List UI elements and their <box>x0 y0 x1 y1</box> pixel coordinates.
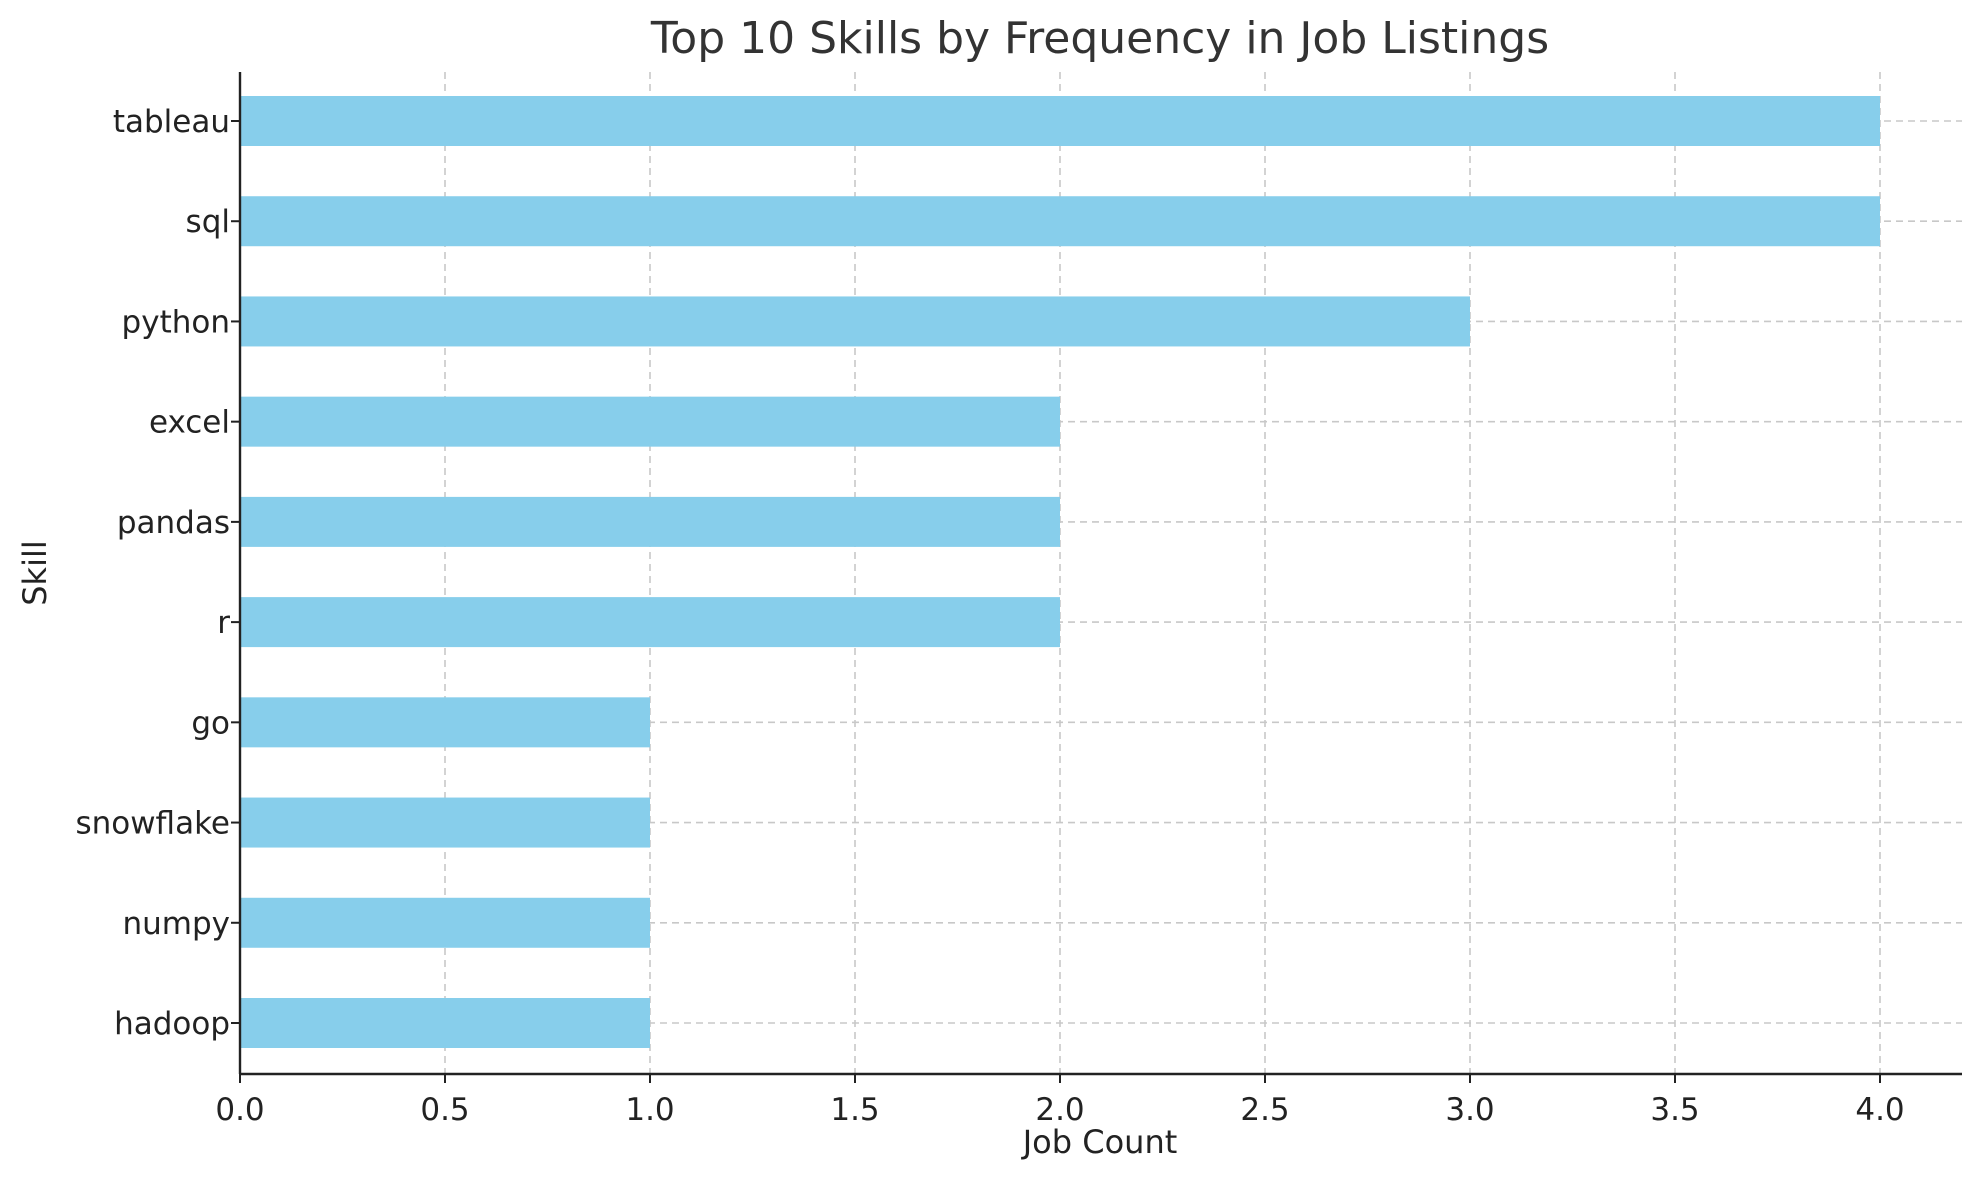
chart-title: Top 10 Skills by Frequency in Job Listin… <box>650 13 1549 64</box>
x-tick-label: 3.0 <box>1445 1092 1494 1128</box>
bar-pandas <box>240 496 1060 547</box>
bar-numpy <box>240 897 650 948</box>
y-axis-label: Skill <box>16 540 54 606</box>
y-tick-label-snowflake: snowflake <box>75 806 230 842</box>
y-tick-label-pandas: pandas <box>117 505 230 541</box>
bars <box>240 96 1880 1048</box>
bar-tableau <box>240 96 1880 146</box>
x-tick-label: 0.0 <box>215 1092 264 1128</box>
y-tick-label-go: go <box>191 705 230 741</box>
x-tick-label: 2.5 <box>1240 1092 1289 1128</box>
bar-hadoop <box>240 998 650 1048</box>
bar-sql <box>240 196 1880 247</box>
x-tick-label: 3.5 <box>1650 1092 1699 1128</box>
y-tick-label-sql: sql <box>186 204 230 240</box>
bar-python <box>240 296 1470 347</box>
y-tick-label-r: r <box>217 605 230 641</box>
bar-r <box>240 597 1060 648</box>
y-axis-ticks: tableau sql python excel pandas r go snowflake n… <box>75 104 240 1042</box>
x-tick-label: 4.0 <box>1855 1092 1904 1128</box>
x-tick-label: 0.5 <box>420 1092 469 1128</box>
x-axis-label: Job Count <box>1021 1123 1178 1161</box>
x-tick-label: 2.0 <box>1035 1092 1084 1128</box>
bar-snowflake <box>240 797 650 848</box>
y-tick-label-hadoop: hadoop <box>114 1006 230 1042</box>
x-tick-label: 1.0 <box>625 1092 674 1128</box>
y-tick-label-tableau: tableau <box>113 104 230 140</box>
y-tick-label-excel: excel <box>149 405 230 441</box>
y-tick-label-python: python <box>122 304 230 340</box>
bar-go <box>240 697 650 748</box>
y-tick-label-numpy: numpy <box>122 906 230 942</box>
x-tick-label: 1.5 <box>830 1092 879 1128</box>
x-axis-ticks: 0.0 0.5 1.0 1.5 2.0 2.5 3.0 3.5 4.0 <box>215 1074 1905 1128</box>
bar-excel <box>240 396 1060 447</box>
